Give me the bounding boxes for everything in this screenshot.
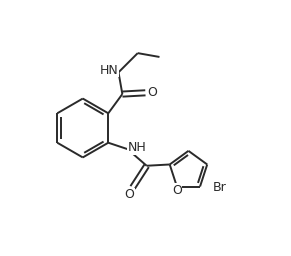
- Text: O: O: [148, 86, 157, 99]
- Text: O: O: [125, 188, 134, 201]
- Text: Br: Br: [212, 181, 226, 194]
- Text: HN: HN: [100, 64, 118, 77]
- Text: O: O: [172, 184, 182, 197]
- Text: NH: NH: [128, 141, 147, 154]
